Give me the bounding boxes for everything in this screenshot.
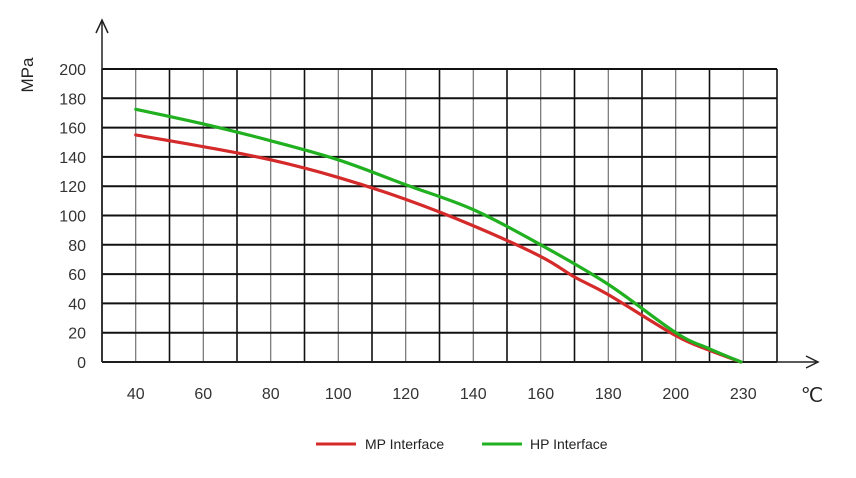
x-tick-label: 80 <box>262 386 280 403</box>
y-axis-label: MPa <box>18 57 37 93</box>
series-line-mp <box>134 133 743 364</box>
x-tick-label: 120 <box>392 386 419 403</box>
x-axis-label: ℃ <box>801 385 823 407</box>
series-line-hp <box>134 107 743 364</box>
grid <box>101 68 778 363</box>
x-tick-label: 160 <box>527 386 554 403</box>
x-axis-arrow-icon <box>805 355 820 369</box>
y-tick-label: 20 <box>68 326 86 343</box>
x-tick-label: 180 <box>595 386 622 403</box>
x-tick-label: 100 <box>325 386 352 403</box>
y-tick-label: 200 <box>59 62 86 79</box>
y-tick-label: 160 <box>59 121 86 138</box>
y-tick-label: 120 <box>59 179 86 196</box>
x-tick-label: 140 <box>460 386 487 403</box>
x-tick-label: 40 <box>127 386 145 403</box>
y-tick-label: 180 <box>59 91 86 108</box>
y-axis-arrow-icon <box>95 18 109 34</box>
legend-label-hp: HP Interface <box>530 436 608 452</box>
axes <box>95 18 820 369</box>
x-tick-label: 230 <box>730 386 757 403</box>
y-tick-label: 60 <box>68 267 86 284</box>
y-tick-label: 40 <box>68 296 86 313</box>
x-tick-label: 200 <box>662 386 689 403</box>
y-tick-label: 140 <box>59 150 86 167</box>
legend-label-mp: MP Interface <box>365 436 444 452</box>
x-tick-label: 60 <box>194 386 212 403</box>
y-tick-label: 80 <box>68 238 86 255</box>
legend: MP Interface HP Interface <box>316 436 608 452</box>
y-tick-label: 100 <box>59 209 86 226</box>
y-tick-label: 0 <box>77 355 86 372</box>
